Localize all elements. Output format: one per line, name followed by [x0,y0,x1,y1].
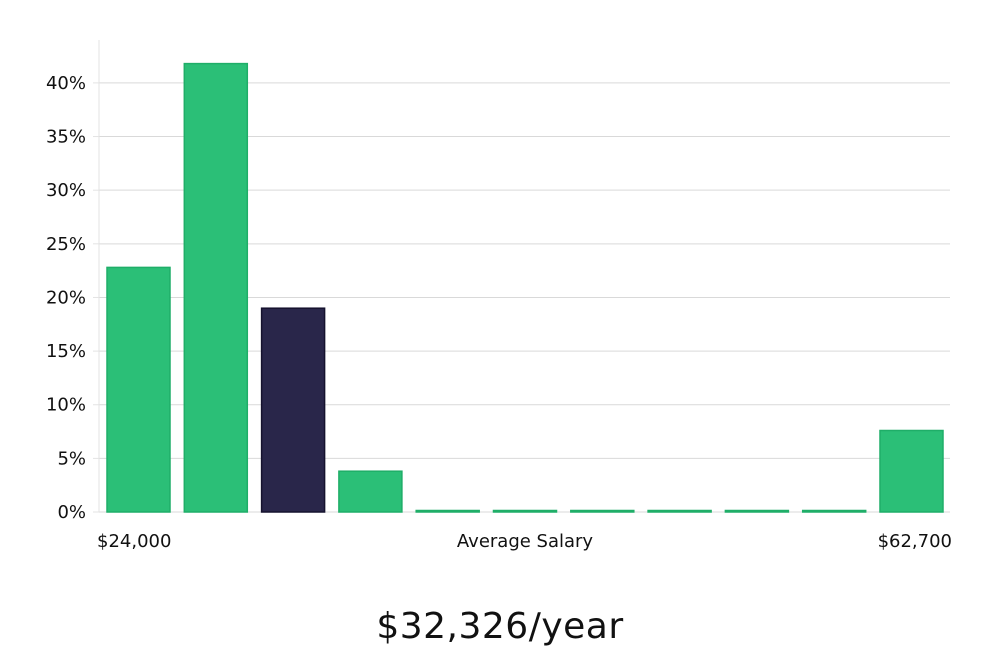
bar [570,509,635,513]
salary-distribution-chart: 0% 5% 10% 15% 20% 25% 30% 35% 40% $24,000 Averag… [46,40,952,552]
y-tick-label: 20% [46,287,86,308]
bar [801,509,867,513]
y-tick-label: 30% [46,180,86,201]
bar-highlighted [260,307,326,513]
x-max-label: $62,700 [878,531,952,552]
bar [106,266,171,513]
bar [338,470,403,513]
bar [724,509,790,513]
y-tick-label: 15% [46,341,86,362]
bar [415,509,480,513]
y-tick-label: 0% [57,502,86,523]
bars [106,62,944,513]
y-tick-label: 25% [46,234,86,255]
y-tick-label: 10% [46,395,86,416]
x-min-label: $24,000 [97,531,171,552]
y-tick-label: 5% [57,448,86,469]
y-tick-label: 35% [46,127,86,148]
y-axis-ticks: 0% 5% 10% 15% 20% 25% 30% 35% 40% [46,73,99,523]
bar [879,429,944,513]
bar [492,509,558,513]
average-salary-value: $32,326/year [376,606,624,647]
x-axis-label: Average Salary [457,531,594,552]
bar [183,62,249,513]
bar [647,509,712,513]
y-tick-label: 40% [46,73,86,94]
